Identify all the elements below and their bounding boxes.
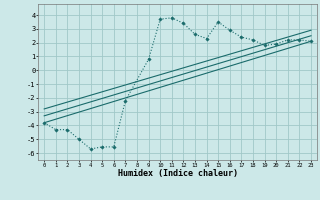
X-axis label: Humidex (Indice chaleur): Humidex (Indice chaleur) xyxy=(118,169,238,178)
